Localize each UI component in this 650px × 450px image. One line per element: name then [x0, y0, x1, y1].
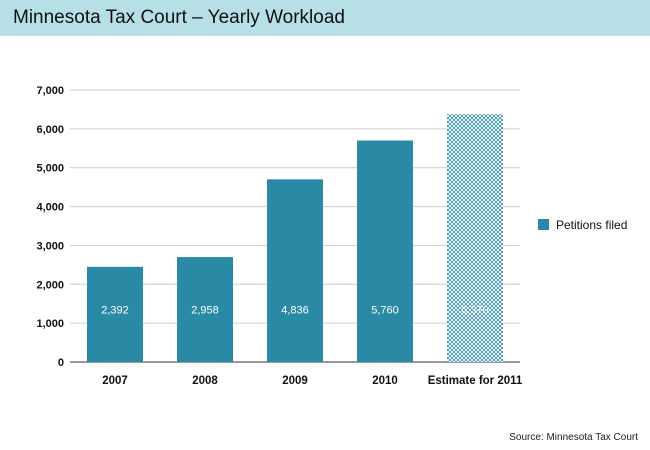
x-category-label: 2007 [102, 375, 128, 387]
bar [357, 140, 413, 362]
bar-estimate [447, 114, 503, 362]
y-tick-label: 5,000 [36, 163, 64, 175]
y-tick-label: 4,000 [36, 202, 64, 214]
y-tick-label: 0 [58, 357, 64, 369]
bar [267, 179, 323, 362]
bar-value-label: 4,836 [281, 305, 309, 317]
x-category-label: 2010 [372, 375, 398, 387]
y-tick-label: 1,000 [36, 318, 64, 330]
y-tick-label: 6,000 [36, 124, 64, 136]
y-tick-label: 3,000 [36, 240, 64, 252]
x-category-label: 2008 [192, 375, 218, 387]
y-tick-label: 2,000 [36, 279, 64, 291]
legend-swatch [538, 219, 549, 230]
bar-value-label: 2,958 [191, 305, 219, 317]
bar-value-label: 6,370 [461, 305, 489, 317]
source-note: Source: Minnesota Tax Court [509, 432, 638, 443]
title-bar: Minnesota Tax Court – Yearly Workload [0, 0, 650, 36]
x-category-label: Estimate for 2011 [428, 375, 523, 387]
bar-value-label: 5,760 [371, 305, 399, 317]
bar [177, 257, 233, 362]
bar-value-label: 2,392 [101, 305, 129, 317]
legend-label: Petitions filed [556, 218, 627, 232]
y-tick-label: 7,000 [36, 85, 64, 97]
x-category-label: 2009 [282, 375, 308, 387]
chart-title: Minnesota Tax Court – Yearly Workload [13, 7, 345, 28]
bar [87, 266, 143, 362]
